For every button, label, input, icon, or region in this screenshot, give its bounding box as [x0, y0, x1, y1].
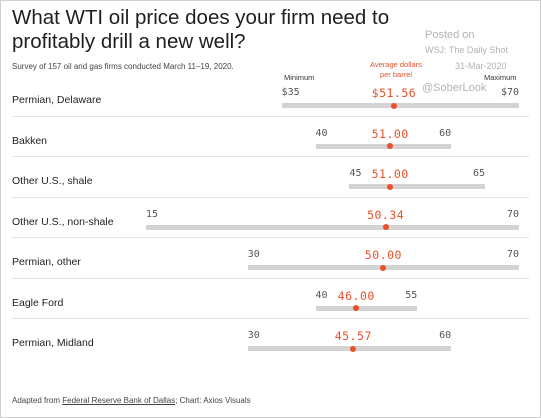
watermark-posted-on: Posted on: [425, 29, 475, 41]
footer-suffix: ; Chart: Axios Visuals: [175, 396, 251, 405]
min-value: 15: [146, 208, 159, 220]
average-dot: [350, 345, 357, 352]
average-dot: [387, 143, 394, 149]
row-label: Other U.S., shale: [12, 175, 93, 187]
average-value: 46.00: [337, 288, 375, 303]
chart-footer: Adapted from Federal Reserve Bank of Dal…: [12, 396, 251, 405]
max-value: 55: [405, 289, 418, 301]
row-separator: [12, 318, 529, 319]
watermark-date: 31-Mar-2020: [455, 61, 507, 71]
row-label: Bakken: [12, 134, 48, 147]
header-average-line1: Average dollars: [370, 60, 422, 69]
header-minimum: Minimum: [284, 73, 315, 82]
average-value: 51.00: [371, 126, 409, 141]
row-separator: [12, 196, 529, 198]
range-bar: [349, 184, 486, 189]
max-value: 70: [506, 249, 519, 260]
average-value: 50.00: [364, 248, 402, 262]
average-value: 45.57: [334, 329, 372, 343]
chart-title: What WTI oil price does your firm need t…: [12, 6, 390, 53]
average-dot: [387, 183, 394, 190]
range-bar: [315, 143, 452, 149]
row-label: Permian, Midland: [12, 337, 94, 349]
min-value: 40: [315, 127, 328, 139]
average-value: $51.56: [371, 86, 417, 100]
average-value: 50.34: [367, 207, 405, 222]
max-value: 65: [473, 168, 486, 179]
min-value: $35: [281, 87, 300, 98]
range-bar: [146, 224, 519, 230]
header-average: Average dollars per barrel: [356, 60, 436, 80]
max-value: 60: [439, 330, 452, 341]
max-value: 70: [506, 208, 519, 220]
watermark-source: WSJ: The Daily Shot: [425, 45, 508, 55]
watermark-handle: @SoberLook: [422, 82, 487, 94]
range-bar: [247, 346, 452, 351]
header-average-line2: per barrel: [379, 70, 413, 79]
average-dot: [382, 224, 389, 230]
footer-source-link[interactable]: Federal Reserve Bank of Dallas: [62, 396, 176, 405]
header-maximum: Maximum: [484, 73, 517, 82]
min-value: 30: [247, 249, 260, 260]
average-dot: [390, 102, 397, 109]
chart-subtitle: Survey of 157 oil and gas firms conducte…: [12, 62, 234, 71]
row-separator: [12, 115, 529, 117]
range-bar: [281, 103, 519, 108]
min-value: 45: [349, 168, 362, 179]
average-value: 51.00: [371, 167, 409, 181]
max-value: $70: [500, 87, 519, 98]
min-value: 40: [315, 289, 328, 301]
average-dot: [353, 305, 360, 311]
row-separator: [12, 156, 529, 157]
row-separator: [12, 277, 529, 279]
row-label: Permian, other: [12, 256, 81, 268]
min-value: 30: [247, 330, 260, 341]
row-label: Eagle Ford: [12, 296, 64, 309]
average-dot: [380, 264, 387, 271]
range-bar: [315, 305, 418, 311]
row-label: Other U.S., non-shale: [12, 215, 114, 228]
max-value: 60: [439, 127, 452, 139]
row-label: Permian, Delaware: [12, 94, 102, 106]
footer-prefix: Adapted from: [12, 396, 63, 405]
row-separator: [12, 237, 529, 238]
